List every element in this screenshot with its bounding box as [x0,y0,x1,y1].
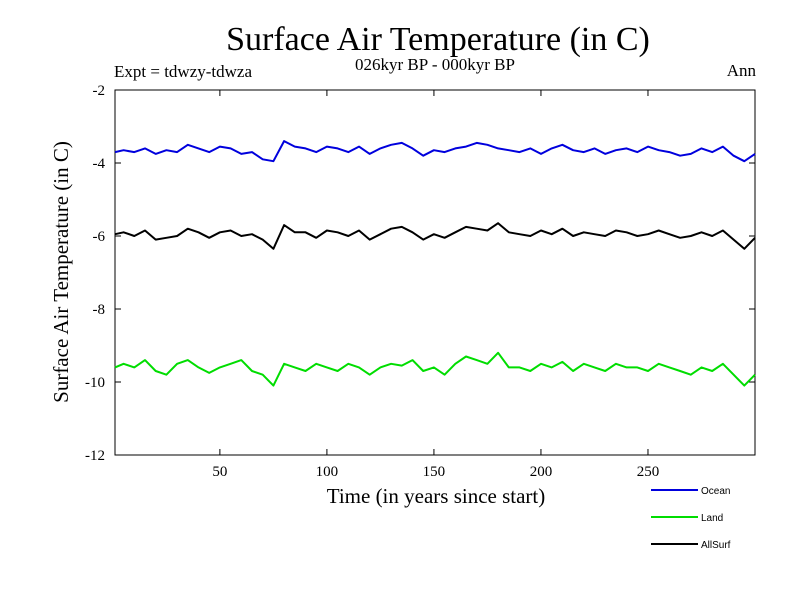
series-group [114,140,756,387]
y-tick-label: -2 [93,83,106,99]
y-tick-label: -6 [93,229,106,245]
legend-label-ocean: Ocean [701,486,730,497]
legend-label-land: Land [701,513,723,524]
y-tick-label: -8 [93,302,106,318]
x-tick-label: 150 [423,464,446,480]
x-tick-label: 250 [637,464,660,480]
chart-title: Surface Air Temperature (in C) [226,21,650,58]
y-axis-label: Surface Air Temperature (in C) [49,141,73,403]
x-tick-label: 50 [212,464,227,480]
x-tick-label: 200 [530,464,553,480]
tick-group: 50 100 150 200 250 -12 -10 -8 -6 -4 -2 [85,83,755,480]
legend: Ocean Land AllSurf [651,486,731,551]
plot-frame [114,89,756,456]
series-line-allsurf [114,222,756,250]
series-line-ocean [114,140,756,163]
legend-label-allsurf: AllSurf [701,540,731,551]
y-tick-label: -12 [85,448,105,464]
x-tick-label: 100 [316,464,339,480]
experiment-label: Expt = tdwzy-tdwza [114,62,252,81]
y-tick-label: -10 [85,375,105,391]
chart-subtitle: 026kyr BP - 000kyr BP [355,55,515,74]
y-tick-label: -4 [93,156,106,172]
season-label: Ann [727,61,757,80]
x-axis-label: Time (in years since start) [327,484,546,508]
series-line-land [114,351,756,387]
